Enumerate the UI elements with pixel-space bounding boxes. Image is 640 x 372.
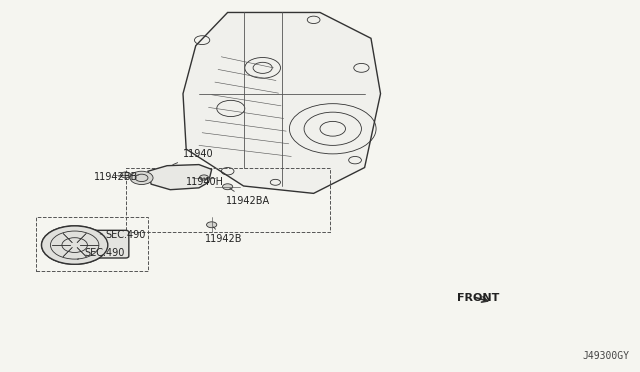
Text: FRONT: FRONT [457, 292, 499, 302]
Text: 11942BB: 11942BB [94, 172, 138, 182]
Bar [36, 217, 148, 271]
Text: 11940H: 11940H [186, 177, 224, 187]
Text: J49300GY: J49300GY [582, 352, 629, 361]
Circle shape [42, 226, 108, 264]
Circle shape [70, 242, 80, 248]
Circle shape [207, 222, 217, 228]
Polygon shape [148, 164, 212, 190]
Polygon shape [183, 13, 381, 193]
Circle shape [42, 226, 108, 264]
Text: 11940: 11940 [173, 149, 214, 165]
Text: SEC.490: SEC.490 [100, 230, 146, 240]
Text: 11942BA: 11942BA [226, 188, 270, 206]
Bar [125, 167, 330, 232]
Circle shape [200, 175, 209, 180]
Circle shape [120, 172, 131, 178]
Text: SEC.490: SEC.490 [77, 248, 125, 259]
Text: 11942B: 11942B [205, 227, 243, 244]
FancyBboxPatch shape [75, 230, 129, 258]
Circle shape [223, 184, 233, 190]
Circle shape [130, 171, 153, 185]
